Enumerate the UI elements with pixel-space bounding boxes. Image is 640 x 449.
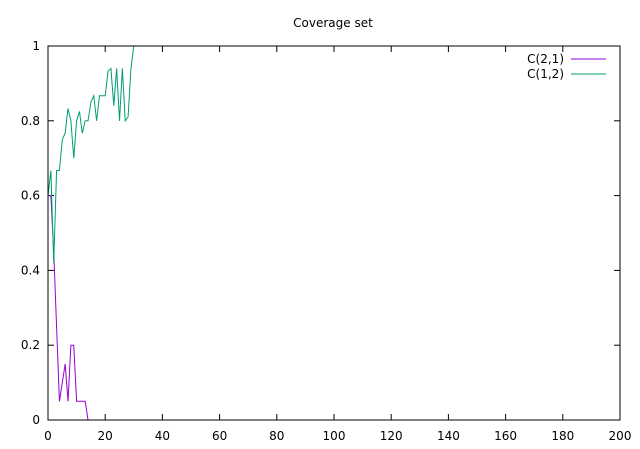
x-tick-label: 200	[609, 429, 632, 443]
series-line-1	[48, 195, 620, 421]
x-tick-label: 60	[212, 429, 227, 443]
x-tick-label: 100	[323, 429, 346, 443]
plot-area: 0 20 40 60 80 100 120 140 160 180 200 0 0.2 0.4 0.6 0.8…	[21, 39, 632, 443]
chart-title: Coverage set	[293, 16, 373, 30]
x-tick-label: 20	[98, 429, 113, 443]
y-tick-label: 1	[32, 39, 40, 53]
y-tick-label: 0.6	[21, 189, 40, 203]
x-tick-label: 160	[494, 429, 517, 443]
x-tick-label: 180	[551, 429, 574, 443]
y-tick-label: 0.2	[21, 338, 40, 352]
x-tick-label: 140	[437, 429, 460, 443]
y-tick-label: 0.4	[21, 263, 40, 277]
plot-frame	[47, 45, 621, 421]
x-tick-label: 0	[44, 429, 52, 443]
x-tick-label: 40	[155, 429, 170, 443]
legend-label: C(2,1)	[527, 52, 564, 66]
x-tick-label: 120	[380, 429, 403, 443]
legend-label: C(1,2)	[527, 67, 564, 81]
y-tick-label: 0.8	[21, 114, 40, 128]
legend: C(2,1)C(1,2)	[527, 52, 606, 81]
x-tick-label: 80	[269, 429, 284, 443]
y-tick-label: 0	[32, 413, 40, 427]
